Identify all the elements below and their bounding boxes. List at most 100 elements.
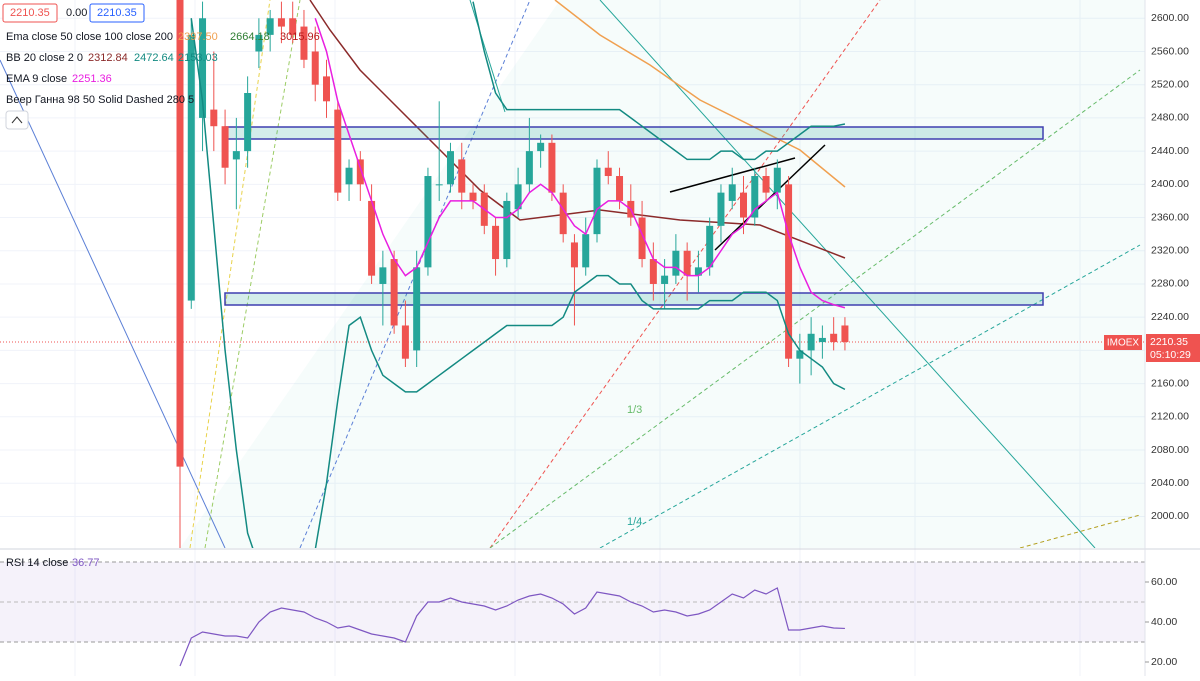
candle-body (345, 167, 353, 185)
candle-body (762, 176, 770, 193)
candle-body (728, 184, 736, 201)
candle-body (300, 26, 308, 60)
candle-body (672, 250, 680, 276)
rsi-tick-label: 40.00 (1151, 616, 1177, 628)
main-pane (176, 0, 849, 548)
candle-body (717, 192, 725, 226)
candle-body (593, 167, 601, 235)
symbol-tag (1104, 335, 1142, 350)
candle-body (401, 325, 409, 359)
legend-value: 2153.03 (178, 52, 218, 64)
header-change: 0.00 (66, 7, 87, 19)
price-tag-price: 2210.35 (1150, 336, 1188, 348)
candle-body (683, 250, 691, 276)
candle-body (751, 176, 759, 218)
rsi-pane (179, 587, 845, 667)
candle-body (706, 225, 714, 268)
y-tick-label: 2400.00 (1151, 178, 1189, 190)
fan-label: 1/3 (627, 404, 642, 416)
y-tick-label: 2520.00 (1151, 78, 1189, 90)
candle-body (830, 333, 838, 343)
candle-body (525, 151, 533, 185)
collapse-button[interactable] (5, 110, 29, 130)
candle-body (176, 0, 184, 467)
candle-body (785, 184, 793, 359)
y-tick-label: 2240.00 (1151, 311, 1189, 323)
candle-body (841, 325, 849, 343)
legend-label: Веер Ганна 98 50 Solid Dashed 280 5 (6, 94, 194, 106)
price-axis: 2000.002040.002080.002120.002160.002200.… (1145, 12, 1189, 668)
rsi-tick-label: 20.00 (1151, 656, 1177, 668)
y-tick-label: 2040.00 (1151, 477, 1189, 489)
y-tick-label: 2120.00 (1151, 411, 1189, 423)
candle-body (796, 350, 804, 359)
candle-body (537, 142, 545, 152)
candle-body (446, 151, 454, 185)
candle-body (559, 192, 567, 235)
candle-body (356, 159, 364, 185)
bb-upper-line (472, 1, 846, 161)
candle-body (187, 34, 195, 301)
candle-body (773, 167, 781, 193)
rsi-legend: RSI 14 close (6, 557, 68, 569)
candle-body (548, 142, 556, 193)
legend-label: BB 20 close 2 0 (6, 52, 83, 64)
drawings (0, 0, 1145, 548)
candle-body (334, 109, 342, 193)
candle-body (232, 151, 240, 160)
rsi-value: 36.77 (72, 557, 100, 569)
legend-value: 2251.36 (72, 73, 112, 85)
legend-label: EMA 9 close (6, 73, 67, 85)
rsi-tick-label: 60.00 (1151, 576, 1177, 588)
price-box (2, 3, 58, 23)
candle-body (289, 18, 297, 35)
price-tag-countdown: 05:10:29 (1150, 349, 1191, 361)
candle-body (503, 200, 511, 260)
price-tag (1146, 334, 1200, 362)
candle-body (413, 267, 421, 351)
candle-body (390, 259, 398, 326)
legend-value: 2312.84 (88, 52, 128, 64)
y-tick-label: 2320.00 (1151, 245, 1189, 257)
candle-body (199, 18, 207, 118)
symbol: IMOEX (1107, 338, 1140, 349)
price-box (89, 3, 145, 23)
y-tick-label: 2560.00 (1151, 45, 1189, 57)
candle-body (424, 176, 432, 268)
y-tick-label: 2480.00 (1151, 112, 1189, 124)
y-tick-label: 2440.00 (1151, 145, 1189, 157)
legend-label: Ema close 50 close 100 close 200 (6, 31, 173, 43)
y-tick-label: 2360.00 (1151, 211, 1189, 223)
candle-body (492, 225, 500, 260)
candle-body (604, 167, 612, 177)
legend: 2210.35 0.00 2210.35 Ema close 50 close … (2, 3, 1200, 569)
candle-body (469, 192, 477, 201)
candle-body (435, 184, 443, 186)
rsi-line (179, 587, 845, 667)
y-tick-label: 2280.00 (1151, 278, 1189, 290)
candle-body (638, 217, 646, 260)
candle-body (255, 34, 263, 52)
candle-body (818, 337, 826, 343)
candle-body (210, 109, 218, 127)
candle-body (323, 76, 331, 102)
legend-value: 2472.64 (134, 52, 174, 64)
candle-body (616, 176, 624, 201)
legend-value: 2397.50 (178, 31, 218, 43)
candle-body (694, 267, 702, 276)
y-tick-label: 2160.00 (1151, 377, 1189, 389)
y-tick-label: 2080.00 (1151, 444, 1189, 456)
candle-body (649, 259, 657, 284)
candle-body (221, 126, 229, 168)
candle-body (661, 275, 669, 284)
candle-body (740, 192, 747, 218)
legend-value: 2664.18 (230, 31, 270, 43)
header-price2: 2210.35 (97, 7, 137, 19)
candle-body (244, 92, 252, 152)
candle-body (514, 184, 522, 210)
ema9-line (314, 18, 846, 309)
collapse-icon (11, 116, 23, 124)
legend-value: 3015.96 (280, 31, 320, 43)
